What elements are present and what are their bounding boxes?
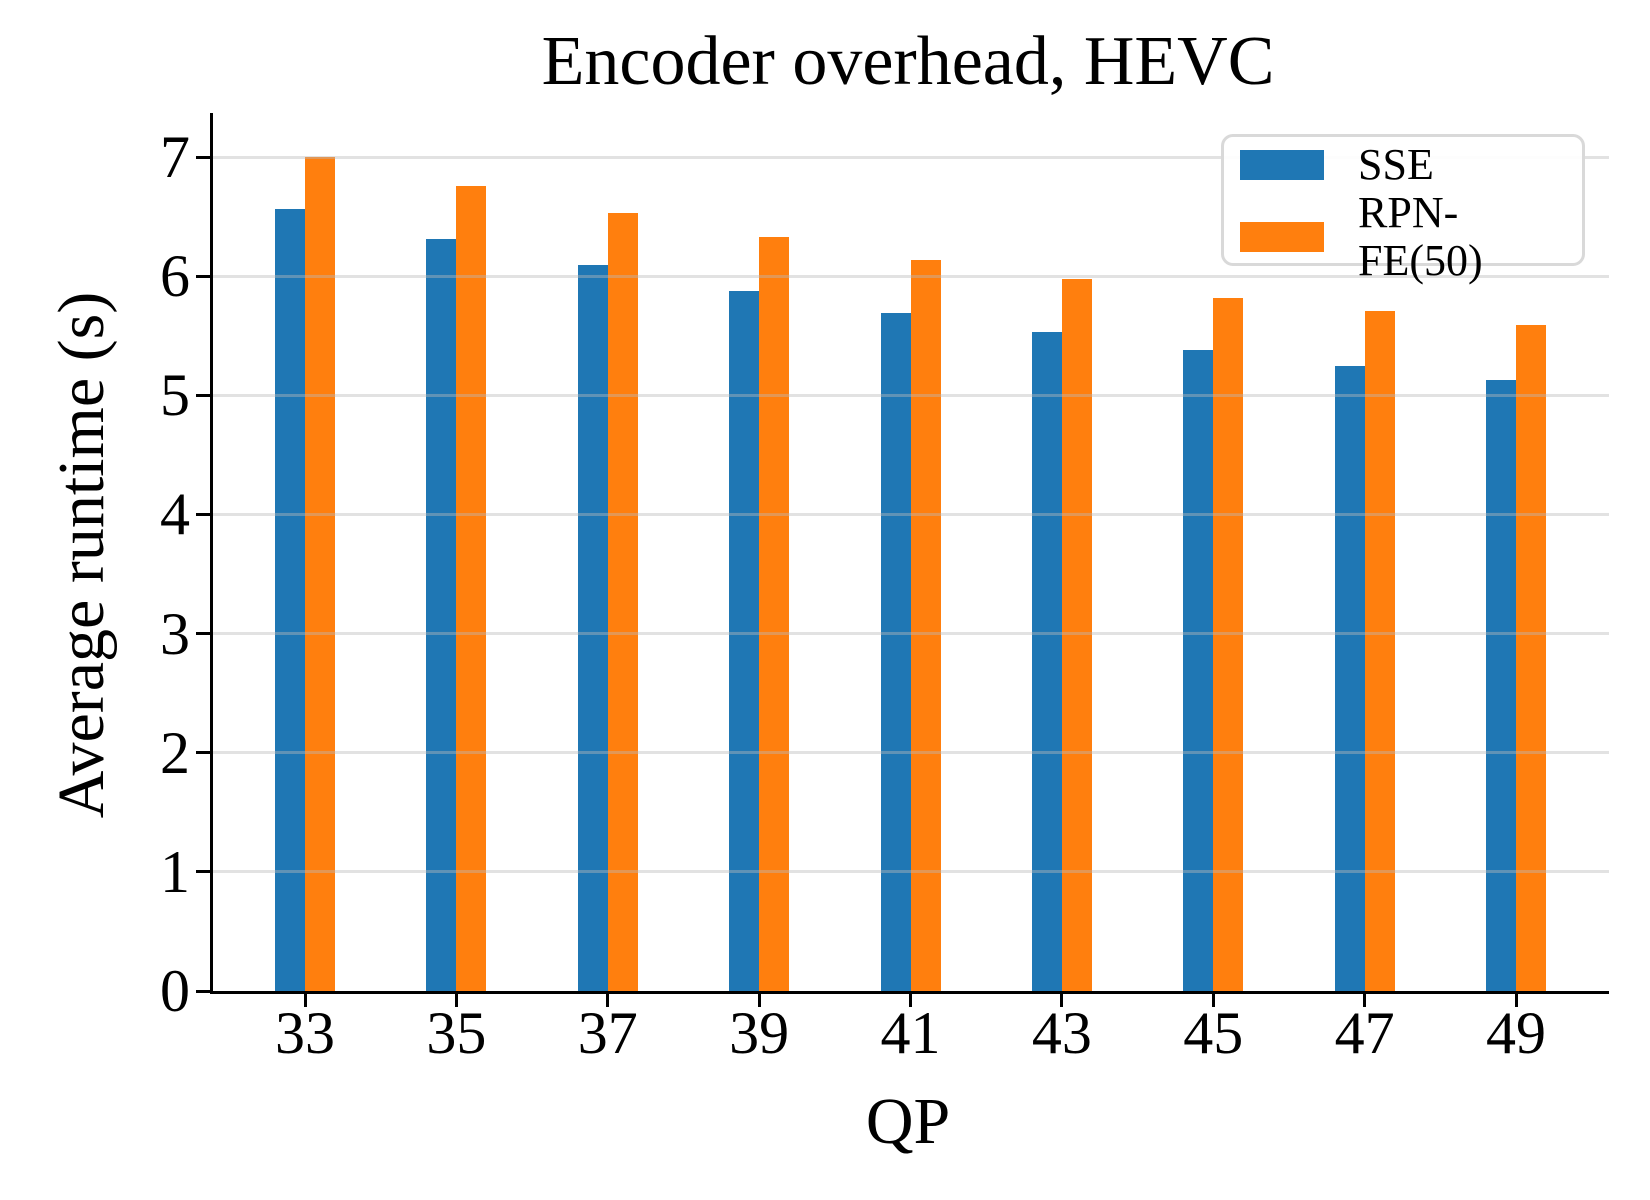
gridline-y-3 bbox=[210, 632, 1609, 636]
gridline-y-5 bbox=[210, 393, 1609, 397]
bar-rpnfe50-qp35 bbox=[456, 185, 487, 991]
bar-sse-qp45 bbox=[1183, 350, 1214, 991]
x-tick-39 bbox=[757, 992, 761, 1007]
y-tick-label-4: 4 bbox=[160, 481, 190, 548]
y-tick-label-2: 2 bbox=[160, 719, 190, 786]
legend-swatch-sse-icon bbox=[1240, 150, 1324, 180]
bar-sse-qp39 bbox=[729, 290, 760, 991]
x-tick-49 bbox=[1514, 992, 1518, 1007]
x-tick-37 bbox=[606, 992, 610, 1007]
bar-sse-qp41 bbox=[880, 313, 911, 991]
legend-swatch-rpn-fe-50-icon bbox=[1240, 222, 1324, 252]
y-tick-label-6: 6 bbox=[160, 243, 190, 310]
bar-rpnfe50-qp37 bbox=[607, 213, 638, 991]
bar-sse-qp37 bbox=[577, 265, 608, 991]
x-tick-41 bbox=[909, 992, 912, 1007]
bar-rpnfe50-qp49 bbox=[1516, 325, 1546, 991]
x-tick-label-39: 39 bbox=[729, 1000, 790, 1066]
x-tick-43 bbox=[1060, 992, 1064, 1007]
legend-item-rpn-fe-50: RPN-FE(50) bbox=[1224, 189, 1582, 285]
x-tick-label-41: 41 bbox=[880, 1000, 941, 1066]
bar-rpnfe50-qp41 bbox=[910, 259, 941, 991]
y-tick-6 bbox=[196, 274, 210, 278]
bar-rpnfe50-qp39 bbox=[759, 236, 790, 991]
x-tick-label-43: 43 bbox=[1031, 1000, 1092, 1066]
y-tick-3 bbox=[196, 632, 210, 636]
gridline-y-2 bbox=[210, 751, 1609, 755]
y-tick-label-1: 1 bbox=[160, 838, 190, 905]
legend-label-sse: SSE bbox=[1358, 140, 1434, 189]
y-axis-label: Average runtime (s) bbox=[45, 291, 118, 819]
y-tick-0 bbox=[196, 989, 210, 993]
gridline-y-7 bbox=[210, 155, 1609, 159]
x-tick-label-33: 33 bbox=[275, 1000, 335, 1066]
y-tick-7 bbox=[196, 155, 210, 159]
bar-sse-qp47 bbox=[1334, 365, 1365, 991]
x-axis-label: QP bbox=[865, 1085, 951, 1158]
y-tick-5 bbox=[196, 393, 210, 397]
legend: SSE RPN-FE(50) bbox=[1221, 134, 1585, 285]
y-tick-1 bbox=[196, 870, 210, 874]
chart-title: Encoder overhead, HEVC bbox=[541, 23, 1275, 100]
x-tick-label-37: 37 bbox=[577, 1000, 638, 1066]
bar-rpnfe50-qp47 bbox=[1364, 310, 1395, 991]
x-tick-label-49: 49 bbox=[1486, 1000, 1546, 1066]
bar-rpnfe50-qp33 bbox=[305, 157, 335, 991]
x-tick-label-47: 47 bbox=[1334, 1000, 1395, 1066]
gridline-y-4 bbox=[210, 512, 1609, 516]
x-tick-label-35: 35 bbox=[426, 1000, 487, 1066]
x-tick-33 bbox=[303, 992, 307, 1007]
bar-rpnfe50-qp43 bbox=[1061, 278, 1092, 991]
bar-rpnfe50-qp45 bbox=[1213, 297, 1244, 991]
gridline-y-6 bbox=[210, 274, 1609, 278]
y-tick-label-3: 3 bbox=[160, 600, 190, 667]
x-tick-45 bbox=[1211, 992, 1215, 1007]
x-tick-47 bbox=[1363, 992, 1367, 1007]
y-tick-label-5: 5 bbox=[160, 362, 190, 429]
bar-sse-qp33 bbox=[275, 209, 305, 991]
y-tick-label-7: 7 bbox=[160, 124, 190, 191]
y-tick-2 bbox=[196, 751, 210, 755]
bar-sse-qp49 bbox=[1486, 379, 1516, 991]
legend-label-rpn-fe-50: RPN-FE(50) bbox=[1358, 188, 1483, 285]
legend-item-sse: SSE bbox=[1224, 141, 1582, 189]
gridline-y-1 bbox=[210, 870, 1609, 874]
bar-sse-qp43 bbox=[1031, 332, 1062, 991]
y-tick-label-0: 0 bbox=[160, 958, 190, 1024]
x-tick-label-45: 45 bbox=[1183, 1000, 1244, 1066]
x-tick-35 bbox=[454, 992, 458, 1007]
y-tick-4 bbox=[196, 512, 210, 516]
bar-sse-qp35 bbox=[426, 239, 457, 991]
